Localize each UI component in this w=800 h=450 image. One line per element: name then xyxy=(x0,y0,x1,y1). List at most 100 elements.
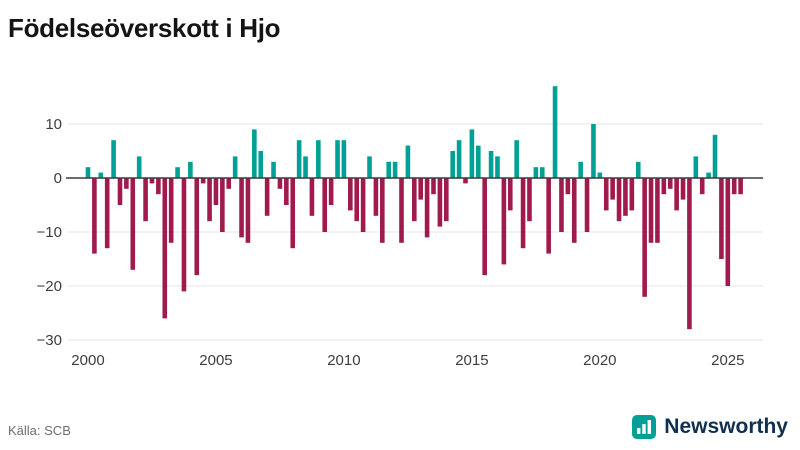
bar xyxy=(520,178,526,249)
y-tick-label: −20 xyxy=(37,278,62,295)
bar xyxy=(578,161,583,178)
bar-chart-logo-icon xyxy=(632,415,657,439)
bar xyxy=(495,156,500,178)
bar xyxy=(303,156,308,178)
bar xyxy=(111,140,116,178)
bar xyxy=(648,178,654,243)
bar xyxy=(98,172,104,178)
bar xyxy=(482,178,487,276)
bar xyxy=(725,178,731,286)
bar xyxy=(392,161,398,178)
y-tick-label: 0 xyxy=(54,170,62,187)
bar xyxy=(539,167,545,178)
bar xyxy=(130,178,136,270)
chart-header: Födelseöverskott i Hjo xyxy=(0,0,800,44)
bar xyxy=(443,178,449,222)
bar xyxy=(533,167,539,178)
bar xyxy=(584,178,590,232)
bar xyxy=(220,178,225,232)
bar xyxy=(399,178,404,243)
source-note: Källa: SCB xyxy=(8,423,71,438)
bar xyxy=(156,178,161,195)
x-tick-label: 2025 xyxy=(711,352,744,369)
bar xyxy=(194,178,200,276)
bar xyxy=(149,178,155,184)
bar xyxy=(258,151,264,178)
bar xyxy=(328,178,334,205)
bar xyxy=(316,140,321,178)
bar xyxy=(232,156,238,178)
bar xyxy=(693,156,699,178)
bar xyxy=(380,178,385,243)
bar xyxy=(667,178,673,189)
bar xyxy=(85,167,91,178)
bar xyxy=(348,178,353,211)
bar xyxy=(623,178,628,216)
bar xyxy=(571,178,577,243)
bar xyxy=(475,145,481,178)
bar xyxy=(104,178,110,249)
bar xyxy=(706,172,711,178)
bar xyxy=(591,124,596,178)
bar xyxy=(309,178,315,216)
bar xyxy=(680,178,686,200)
bar xyxy=(731,178,737,195)
bar xyxy=(552,86,558,178)
bar xyxy=(514,140,519,178)
x-tick-label: 2000 xyxy=(71,352,104,369)
bar xyxy=(207,178,212,222)
bar xyxy=(546,178,551,254)
bar xyxy=(92,178,97,254)
bar xyxy=(456,140,462,178)
y-tick-label: 10 xyxy=(45,116,62,133)
bar xyxy=(719,178,724,259)
bar xyxy=(635,161,641,178)
bar xyxy=(181,178,187,292)
bar xyxy=(143,178,148,222)
bar xyxy=(213,178,219,205)
bar xyxy=(296,140,302,178)
bar xyxy=(642,178,647,297)
bar xyxy=(162,178,168,319)
y-tick-label: −10 xyxy=(37,224,62,241)
bar xyxy=(284,178,289,205)
bar xyxy=(488,151,494,178)
bar xyxy=(674,178,679,211)
bar xyxy=(124,178,129,189)
bar xyxy=(136,156,142,178)
bar xyxy=(450,151,455,178)
bar xyxy=(226,178,232,189)
bar xyxy=(175,167,180,178)
bar xyxy=(290,178,296,249)
bar xyxy=(367,156,372,178)
x-tick-label: 2020 xyxy=(583,352,616,369)
bar xyxy=(405,145,411,178)
bar xyxy=(463,178,468,184)
bar xyxy=(437,178,443,227)
bar xyxy=(738,178,743,195)
bar xyxy=(412,178,417,222)
bar xyxy=(699,178,705,195)
bar xyxy=(431,178,436,195)
bar xyxy=(501,178,507,265)
bar xyxy=(687,178,692,330)
brand-logo: Newsworthy xyxy=(631,414,788,440)
bar xyxy=(373,178,379,216)
x-tick-label: 2005 xyxy=(199,352,232,369)
bar xyxy=(264,178,270,216)
bar xyxy=(424,178,430,238)
bar xyxy=(559,178,564,232)
bar xyxy=(629,178,635,211)
brand-name: Newsworthy xyxy=(664,415,788,438)
bar xyxy=(322,178,328,232)
bar xyxy=(527,178,532,222)
bar xyxy=(168,178,174,243)
bar xyxy=(354,178,360,222)
bar xyxy=(277,178,283,189)
bar xyxy=(507,178,513,211)
bar xyxy=(603,178,609,211)
bar xyxy=(565,178,571,195)
bar xyxy=(360,178,366,232)
bar xyxy=(341,140,347,178)
bar xyxy=(655,178,660,243)
